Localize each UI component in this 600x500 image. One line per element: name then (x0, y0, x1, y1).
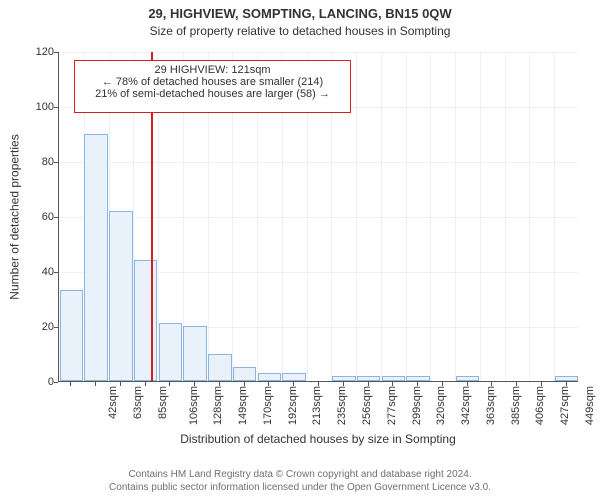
x-tick-label: 63sqm (132, 386, 144, 419)
histogram-bar (60, 290, 84, 381)
y-tick-mark (54, 52, 58, 53)
chart-title-line2: Size of property relative to detached ho… (0, 24, 600, 38)
histogram-bar (233, 367, 257, 381)
plot-area: 29 HIGHVIEW: 121sqm← 78% of detached hou… (58, 52, 578, 382)
histogram-bar (382, 376, 406, 382)
y-tick-mark (54, 217, 58, 218)
x-tick-mark (95, 382, 96, 386)
x-tick-mark (244, 382, 245, 386)
grid-horizontal (59, 52, 578, 53)
footer-line2: Contains public sector information licen… (0, 482, 600, 495)
y-tick-mark (54, 162, 58, 163)
x-tick-mark (194, 382, 195, 386)
x-tick-label: 42sqm (107, 386, 119, 419)
x-tick-mark (516, 382, 517, 386)
histogram-bar (357, 376, 381, 382)
x-tick-mark (145, 382, 146, 386)
chart-container: 29, HIGHVIEW, SOMPTING, LANCING, BN15 0Q… (0, 0, 600, 500)
x-tick-mark (541, 382, 542, 386)
x-tick-mark (169, 382, 170, 386)
histogram-bar (134, 260, 158, 381)
x-tick-label: 449sqm (584, 386, 596, 425)
x-tick-mark (566, 382, 567, 386)
x-tick-mark (467, 382, 468, 386)
annotation-box: 29 HIGHVIEW: 121sqm← 78% of detached hou… (74, 60, 351, 112)
x-tick-label: 149sqm (237, 386, 249, 425)
x-tick-mark (293, 382, 294, 386)
x-tick-label: 342sqm (460, 386, 472, 425)
histogram-bar (406, 376, 430, 382)
y-tick-label: 60 (14, 211, 54, 223)
histogram-bar (84, 134, 108, 382)
x-tick-label: 128sqm (213, 386, 225, 425)
x-tick-mark (120, 382, 121, 386)
y-tick-label: 120 (14, 46, 54, 58)
x-tick-label: 406sqm (534, 386, 546, 425)
x-tick-label: 277sqm (386, 386, 398, 425)
x-axis-label: Distribution of detached houses by size … (58, 432, 578, 446)
annotation-line1: 29 HIGHVIEW: 121sqm (81, 64, 344, 76)
x-tick-mark (417, 382, 418, 386)
y-tick-mark (54, 107, 58, 108)
x-tick-label: 85sqm (157, 386, 169, 419)
histogram-bar (332, 376, 356, 382)
x-tick-label: 170sqm (262, 386, 274, 425)
x-tick-mark (368, 382, 369, 386)
y-tick-mark (54, 272, 58, 273)
histogram-bar (183, 326, 207, 381)
x-tick-mark (392, 382, 393, 386)
y-tick-mark (54, 382, 58, 383)
histogram-bar (555, 376, 579, 382)
annotation-line2: ← 78% of detached houses are smaller (21… (81, 76, 344, 88)
x-tick-label: 299sqm (411, 386, 423, 425)
x-tick-mark (318, 382, 319, 386)
histogram-bar (208, 354, 232, 382)
x-tick-label: 106sqm (188, 386, 200, 425)
x-tick-mark (343, 382, 344, 386)
x-tick-label: 385sqm (510, 386, 522, 425)
y-tick-label: 100 (14, 101, 54, 113)
x-tick-mark (442, 382, 443, 386)
grid-horizontal (59, 162, 578, 163)
x-tick-label: 235sqm (336, 386, 348, 425)
x-tick-label: 363sqm (485, 386, 497, 425)
histogram-bar (258, 373, 282, 381)
x-tick-label: 213sqm (312, 386, 324, 425)
x-tick-mark (219, 382, 220, 386)
histogram-bar (159, 323, 183, 381)
chart-title-line1: 29, HIGHVIEW, SOMPTING, LANCING, BN15 0Q… (0, 6, 600, 21)
histogram-bar (456, 376, 480, 382)
y-tick-label: 40 (14, 266, 54, 278)
x-tick-mark (70, 382, 71, 386)
histogram-bar (282, 373, 306, 381)
x-tick-label: 320sqm (435, 386, 447, 425)
x-tick-label: 427sqm (559, 386, 571, 425)
y-tick-label: 80 (14, 156, 54, 168)
annotation-line3: 21% of semi-detached houses are larger (… (81, 88, 344, 100)
footer: Contains HM Land Registry data © Crown c… (0, 469, 600, 494)
histogram-bar (109, 211, 133, 382)
y-tick-label: 0 (14, 376, 54, 388)
grid-horizontal (59, 217, 578, 218)
x-tick-mark (491, 382, 492, 386)
x-tick-label: 256sqm (361, 386, 373, 425)
x-tick-mark (268, 382, 269, 386)
footer-line1: Contains HM Land Registry data © Crown c… (0, 469, 600, 482)
y-tick-label: 20 (14, 321, 54, 333)
y-tick-mark (54, 327, 58, 328)
x-tick-label: 192sqm (287, 386, 299, 425)
